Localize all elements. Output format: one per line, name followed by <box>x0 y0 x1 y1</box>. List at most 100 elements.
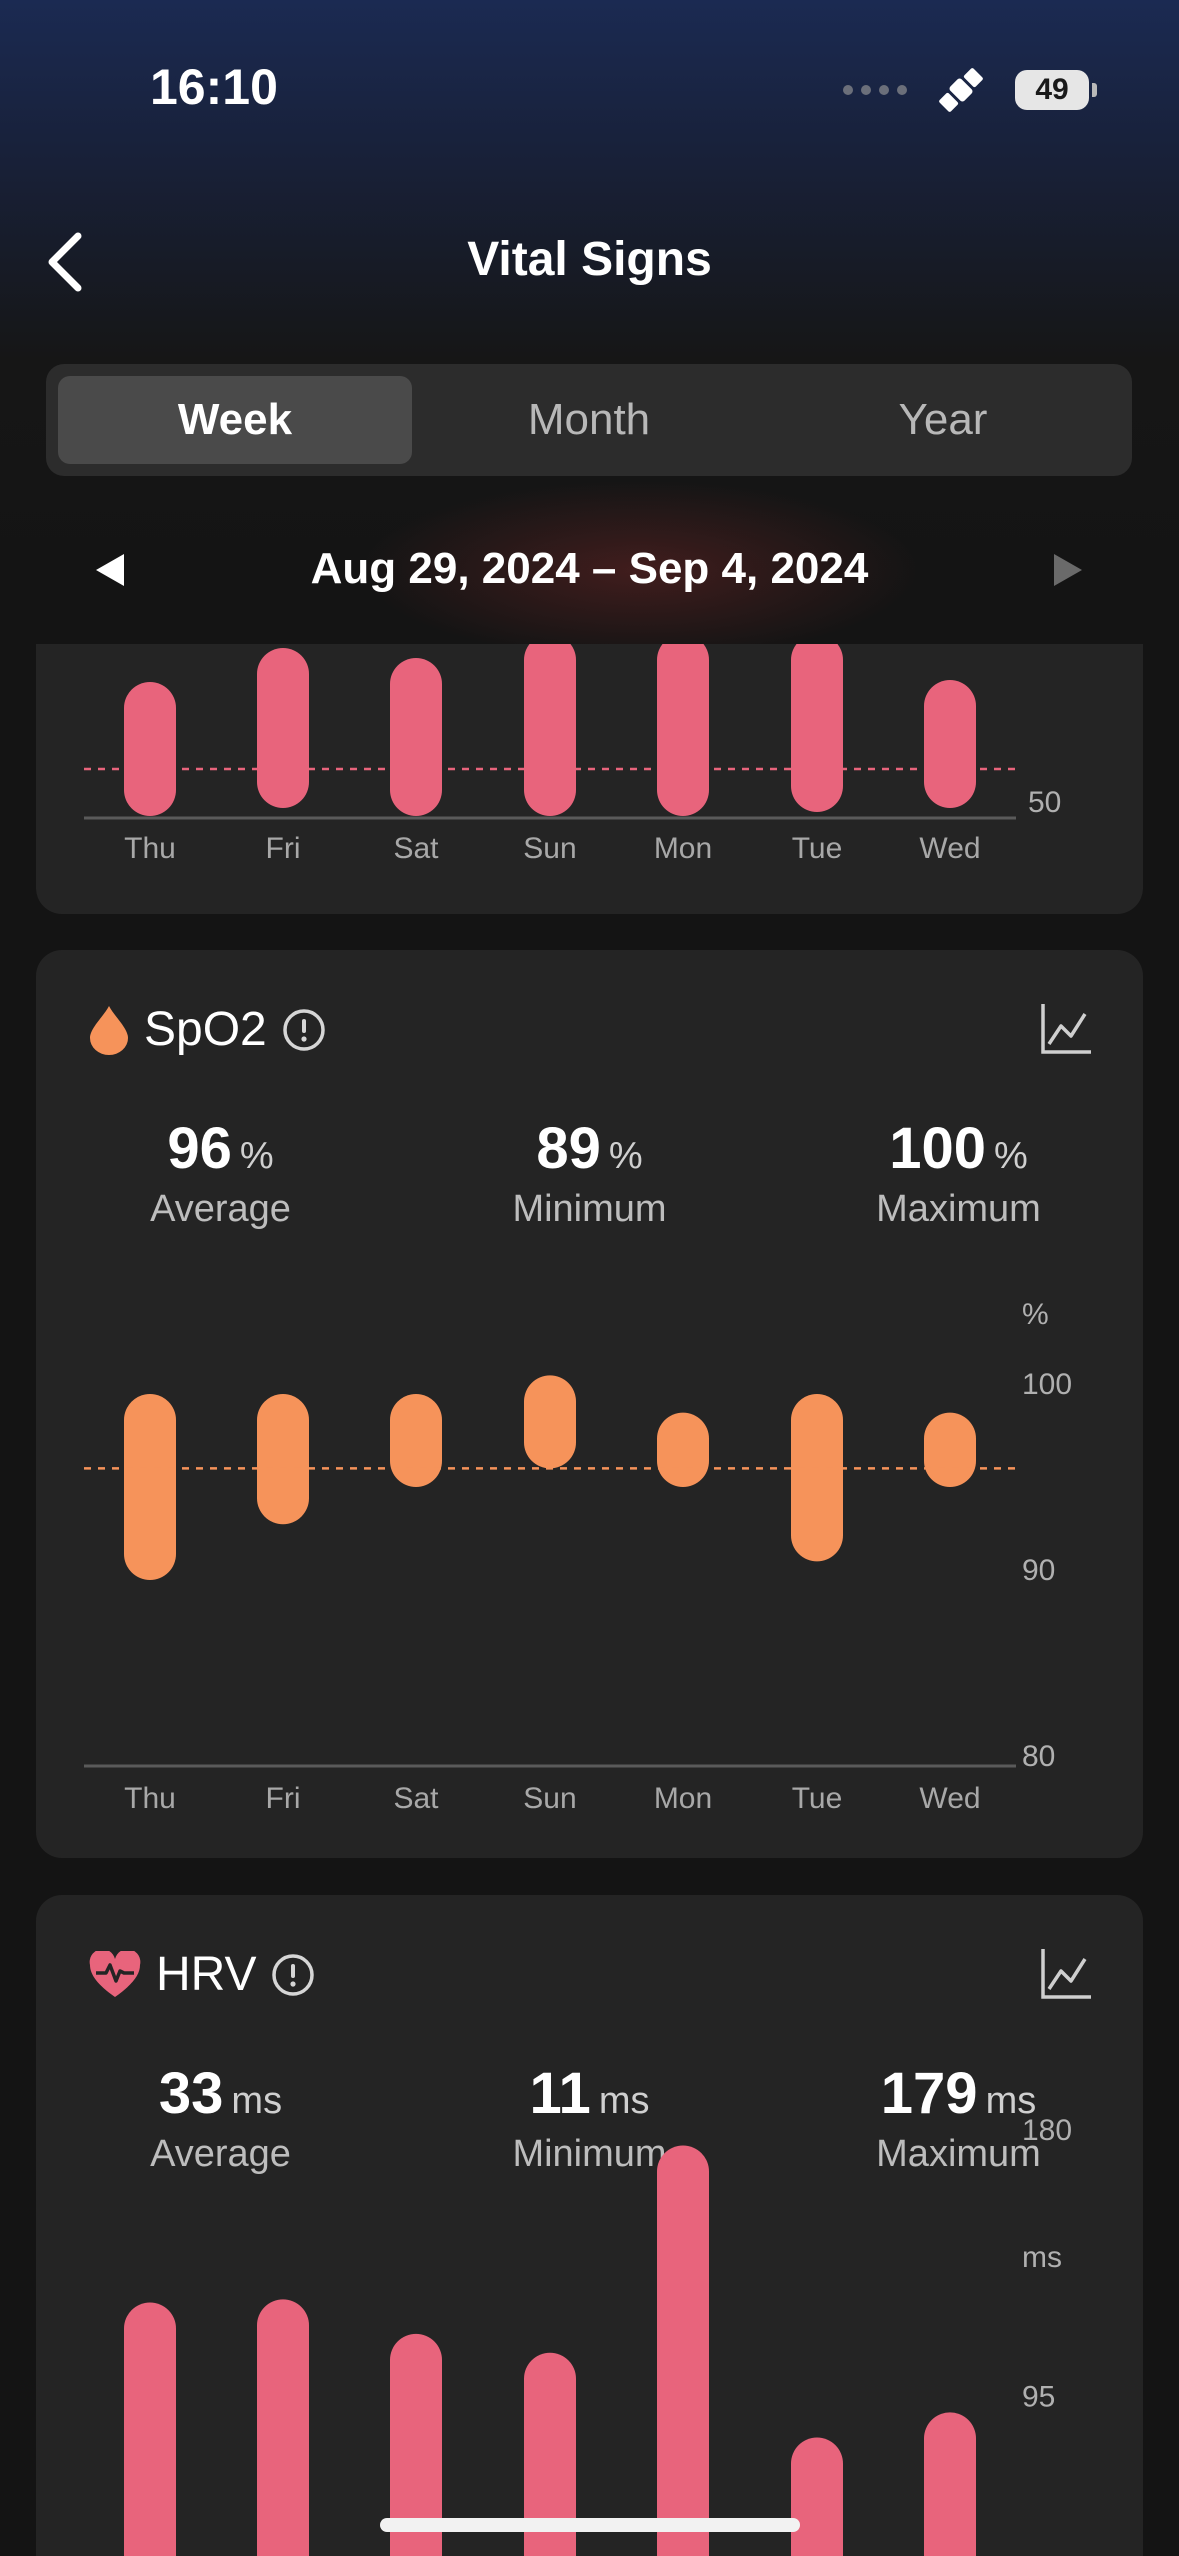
y-tick-label: 100 <box>1022 1368 1072 1401</box>
range-glow <box>360 480 920 660</box>
y-unit-label: % <box>1022 1298 1049 1331</box>
heart-pulse-icon <box>89 1950 141 1997</box>
x-tick-label: Thu <box>124 832 176 865</box>
stat-label: Average <box>150 1188 291 1230</box>
info-icon[interactable] <box>270 1952 316 1998</box>
status-time: 16:10 <box>150 59 278 115</box>
date-range-selector: Aug 29, 2024 – Sep 4, 2024 <box>0 480 1179 660</box>
hrv-header: HRV <box>88 1947 316 2002</box>
bar-thu <box>124 1394 176 1580</box>
x-tick-label: Tue <box>792 832 843 865</box>
stat-value: 89 <box>536 1116 601 1181</box>
y-unit-label: ms <box>1022 2241 1062 2274</box>
y-tick-label: 95 <box>1022 2381 1055 2414</box>
y-tick-label: 80 <box>1022 1740 1055 1773</box>
bar-thu <box>124 2302 176 2556</box>
next-week-icon[interactable] <box>1046 550 1086 590</box>
back-arrow-icon[interactable] <box>40 222 100 302</box>
stat-label: Average <box>150 2133 291 2175</box>
stat-unit: ms <box>985 2080 1037 2122</box>
tab-week[interactable]: Week <box>58 376 412 464</box>
spo2-stats: 96% Average 89% Minimum 100% Maximum <box>36 1115 1143 1231</box>
hrv-average: 33 ms Average <box>36 2060 405 2176</box>
x-tick-label: Wed <box>919 832 980 865</box>
satellite-icon <box>939 68 983 112</box>
spo2-chart: % 80 90 100 Thu Fri Sat Sun Mon Tue Wed <box>84 1298 1072 1815</box>
bar-tue <box>791 2437 843 2556</box>
info-icon[interactable] <box>281 1007 327 1053</box>
spo2-average: 96% Average <box>36 1115 405 1231</box>
bar-sat <box>390 1394 442 1487</box>
stat-value: 179 <box>880 2061 978 2126</box>
x-tick-label: Thu <box>124 1782 176 1815</box>
bar-tue <box>791 1394 843 1562</box>
bar-sun <box>524 1375 576 1469</box>
heart-rate-card: 50 Thu Fri Sat Sun Mon Tue Wed <box>36 644 1143 914</box>
bar-sun <box>524 644 576 816</box>
spo2-title: SpO2 <box>144 1003 267 1056</box>
x-tick-label: Sun <box>523 1782 576 1815</box>
x-tick-label: Fri <box>266 832 301 865</box>
previous-week-icon[interactable] <box>92 550 132 590</box>
stat-value: 96 <box>167 1116 232 1181</box>
page-title: Vital Signs <box>467 233 712 286</box>
period-segmented-control: Week Month Year <box>46 364 1132 476</box>
x-tick-label: Fri <box>266 1782 301 1815</box>
bar-mon <box>657 2145 709 2556</box>
spo2-maximum: 100% Maximum <box>774 1115 1143 1231</box>
spo2-card: SpO2 96% Average 89% Minimum 100% Maximu… <box>36 950 1143 1858</box>
date-range-text: Aug 29, 2024 – Sep 4, 2024 <box>310 544 869 593</box>
cellular-signal-icon <box>843 85 907 95</box>
bar-fri <box>257 2299 309 2556</box>
y-tick-label: 50 <box>1028 786 1061 819</box>
bar-fri <box>257 648 309 808</box>
stat-label: Minimum <box>512 2133 667 2175</box>
bar-sat <box>390 2333 442 2556</box>
spo2-minimum: 89% Minimum <box>405 1115 774 1231</box>
x-tick-label: Mon <box>654 832 712 865</box>
hrv-stats: 33 ms Average 11 ms Minimum 179 ms Maximum <box>36 2060 1143 2176</box>
heart-rate-chart: 50 Thu Fri Sat Sun Mon Tue Wed <box>84 644 1061 865</box>
bar-wed <box>924 2412 976 2556</box>
stat-label: Maximum <box>876 2133 1041 2175</box>
stat-value: 33 <box>158 2061 224 2126</box>
stat-unit: % <box>608 1135 643 1177</box>
bar-thu <box>124 682 176 816</box>
bar-wed <box>924 1412 976 1487</box>
hrv-maximum: 179 ms Maximum <box>774 2060 1143 2176</box>
stat-label: Maximum <box>876 1188 1041 1230</box>
hrv-title: HRV <box>156 1948 257 2001</box>
hrv-card: HRV 33 ms Average 11 ms Minimum 179 ms Maxi… <box>36 1895 1143 2556</box>
bar-tue <box>791 644 843 812</box>
bar-wed <box>924 680 976 808</box>
stat-unit: % <box>993 1135 1028 1177</box>
trend-chart-icon[interactable] <box>1037 1000 1095 1058</box>
trend-chart-icon[interactable] <box>1037 1945 1095 2003</box>
y-tick-label: 90 <box>1022 1554 1055 1587</box>
bar-sun <box>524 2352 576 2556</box>
battery-icon: 49 <box>1015 70 1097 110</box>
tab-year[interactable]: Year <box>898 395 988 444</box>
x-tick-label: Sat <box>393 1782 439 1815</box>
stat-unit: ms <box>231 2080 283 2122</box>
hrv-minimum: 11 ms Minimum <box>405 2060 774 2176</box>
x-tick-label: Sun <box>523 832 576 865</box>
tab-month[interactable]: Month <box>527 395 651 444</box>
stat-unit: % <box>239 1135 274 1177</box>
status-icons: 49 <box>843 62 1097 118</box>
stat-unit: ms <box>598 2080 650 2122</box>
x-tick-label: Sat <box>393 832 439 865</box>
hrv-chart: ms 95 180 <box>124 2114 1072 2556</box>
spo2-header: SpO2 <box>88 1002 327 1057</box>
drop-icon <box>90 1005 128 1055</box>
bar-mon <box>657 1412 709 1487</box>
x-tick-label: Mon <box>654 1782 712 1815</box>
x-tick-label: Tue <box>792 1782 843 1815</box>
x-tick-label: Wed <box>919 1782 980 1815</box>
stat-value: 11 <box>529 2061 591 2126</box>
bar-fri <box>257 1394 309 1525</box>
bar-sat <box>390 658 442 816</box>
bar-mon <box>657 644 709 816</box>
home-indicator[interactable] <box>380 2518 800 2532</box>
